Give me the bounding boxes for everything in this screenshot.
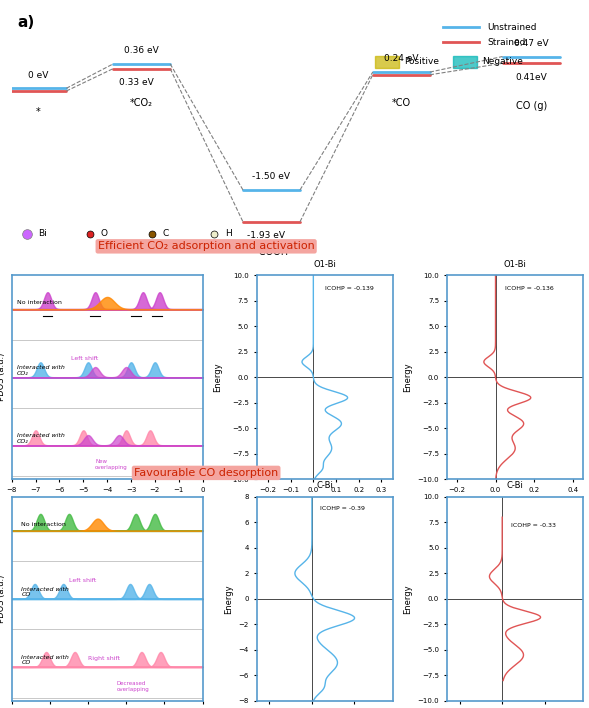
Text: *: * [35, 108, 40, 118]
Text: O: O [100, 229, 107, 239]
Bar [454, 56, 477, 68]
X-axis label: -COHP: -COHP [311, 498, 338, 508]
Title: O1-Bi: O1-Bi [313, 260, 336, 269]
Text: *CO: *CO [392, 98, 411, 108]
Text: ICOHP = -0.139: ICOHP = -0.139 [325, 287, 373, 292]
Text: a): a) [18, 15, 35, 30]
Y-axis label: Energy: Energy [403, 584, 412, 614]
Text: Favourable CO desorption: Favourable CO desorption [134, 468, 278, 478]
Text: Bi: Bi [38, 229, 47, 239]
Text: Left shift: Left shift [71, 356, 98, 361]
Text: 0 eV: 0 eV [28, 71, 48, 79]
Text: 0.24 eV: 0.24 eV [384, 55, 419, 63]
Y-axis label: Energy: Energy [213, 362, 221, 392]
Text: Decreased
overlapping: Decreased overlapping [117, 681, 150, 692]
Title: O1-Bi: O1-Bi [504, 260, 527, 269]
Text: *CO₂: *CO₂ [130, 98, 153, 108]
Y-axis label: Energy: Energy [403, 362, 412, 392]
Title: C-Bi: C-Bi [507, 481, 524, 491]
Text: Efficient CO₂ adsorption and activation: Efficient CO₂ adsorption and activation [98, 241, 315, 251]
Text: New
overlapping: New overlapping [95, 459, 128, 470]
Text: ICOHP = -0.39: ICOHP = -0.39 [320, 506, 365, 510]
Text: 0.36 eV: 0.36 eV [124, 46, 159, 55]
Text: No interaction: No interaction [16, 300, 61, 305]
Text: Left shift: Left shift [69, 578, 96, 583]
Strained [476, 38, 483, 47]
Text: -1.50 eV: -1.50 eV [253, 172, 290, 181]
Text: H: H [225, 229, 231, 239]
Y-axis label: PDOS (a.u.): PDOS (a.u.) [0, 353, 6, 401]
Text: *COOH: *COOH [254, 247, 289, 258]
Text: Strained: Strained [487, 38, 525, 47]
Text: Interacted with
CO: Interacted with CO [21, 655, 69, 666]
Unstrained [439, 23, 446, 32]
Title: C-Bi: C-Bi [316, 481, 333, 491]
Text: Negative: Negative [482, 57, 522, 67]
Text: CO (g): CO (g) [515, 101, 547, 110]
Text: Positive: Positive [404, 57, 439, 67]
Text: 0.47 eV: 0.47 eV [514, 39, 548, 47]
Text: Right shift: Right shift [88, 656, 120, 661]
Text: ICOHP = -0.136: ICOHP = -0.136 [505, 287, 554, 292]
Text: Interacted with
CO₂: Interacted with CO₂ [16, 365, 64, 376]
Text: ICOHP = -0.33: ICOHP = -0.33 [511, 523, 556, 528]
Text: 0.41eV: 0.41eV [515, 73, 547, 81]
Unstrained [476, 23, 483, 32]
Bar [375, 56, 399, 68]
Text: Interacted with
CO₂: Interacted with CO₂ [16, 433, 64, 444]
X-axis label: -COHP: -COHP [501, 498, 528, 508]
Text: -1.93 eV: -1.93 eV [247, 232, 285, 240]
X-axis label: Energy (eV): Energy (eV) [82, 498, 132, 508]
Y-axis label: Energy: Energy [224, 584, 233, 614]
Y-axis label: PDOS (a.u.): PDOS (a.u.) [0, 575, 6, 623]
Text: Interacted with
CO: Interacted with CO [21, 587, 69, 598]
Text: Unstrained: Unstrained [487, 23, 537, 32]
Text: C: C [163, 229, 168, 239]
Text: No interaction: No interaction [21, 522, 66, 527]
Strained [439, 38, 446, 47]
Text: 0.33 eV: 0.33 eV [119, 78, 154, 87]
